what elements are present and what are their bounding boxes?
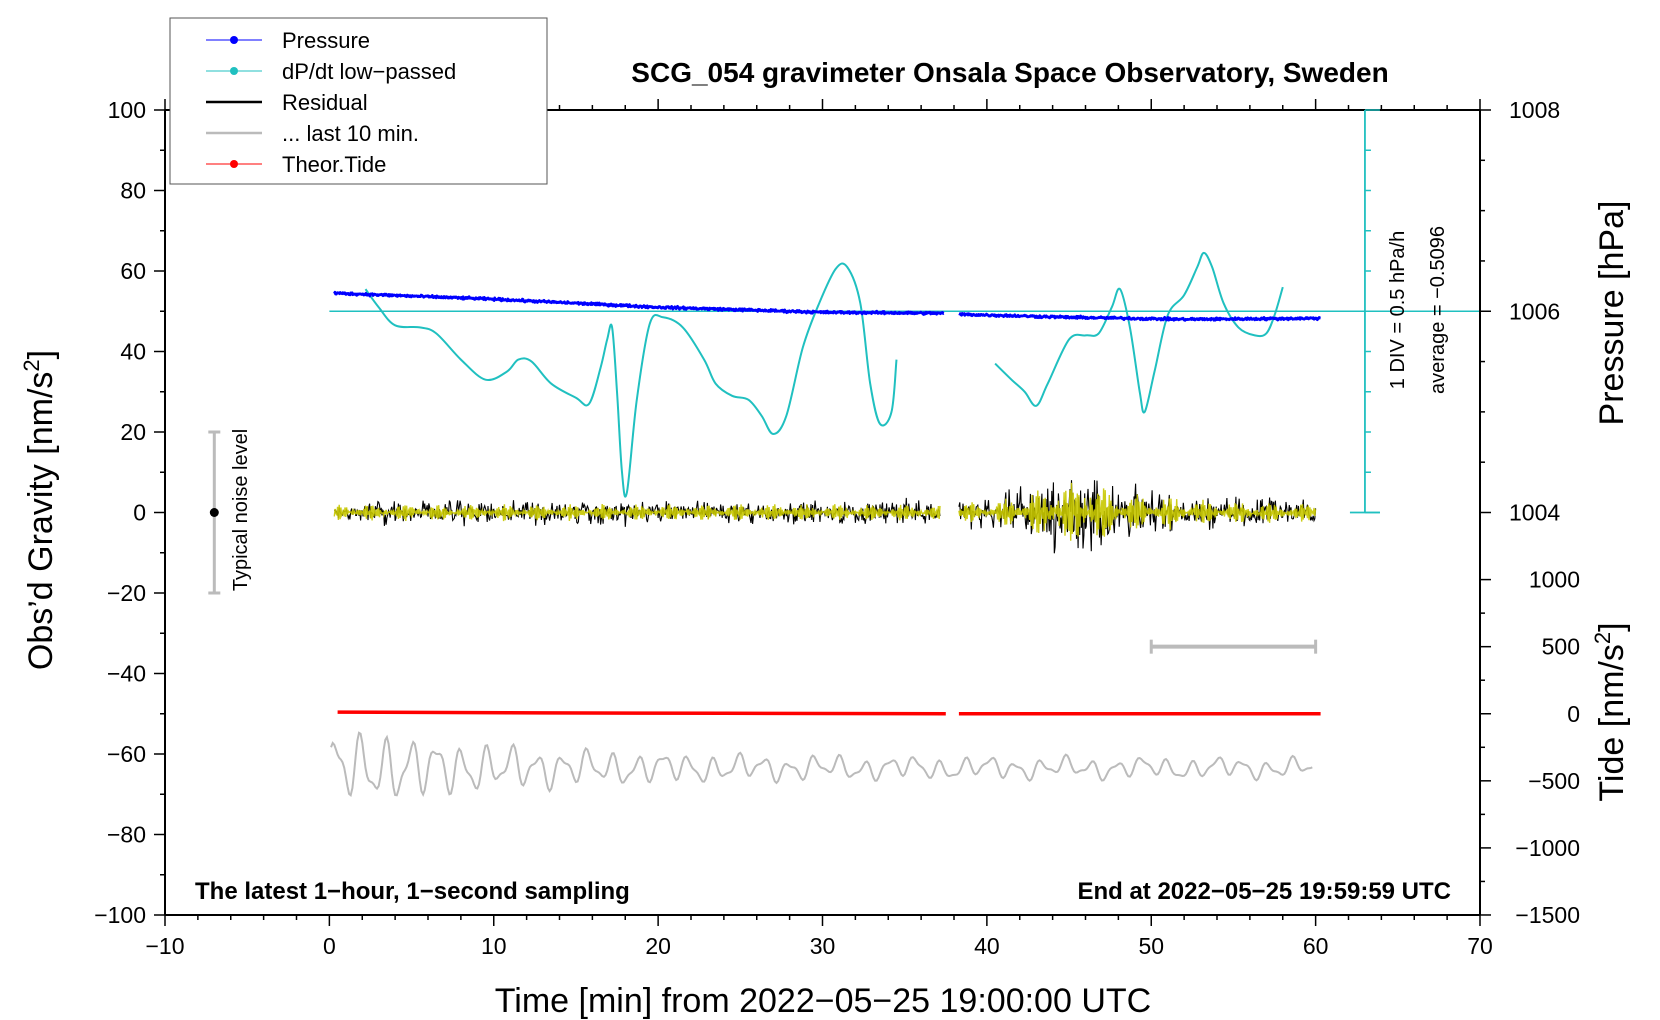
tide-tick-label: 500 bbox=[1542, 634, 1580, 660]
y-tick-label: −60 bbox=[107, 741, 146, 767]
y-tick-label: 80 bbox=[120, 178, 146, 204]
x-tick-label: 40 bbox=[974, 933, 1000, 959]
legend-item: Theor.Tide bbox=[206, 152, 386, 177]
dpdt-series-1 bbox=[364, 262, 898, 498]
x-tick-label: 70 bbox=[1467, 933, 1493, 959]
long-period-series bbox=[330, 731, 1313, 798]
legend-item: Residual bbox=[206, 90, 368, 115]
legend: Pressure dP/dt low−passed Residual ... last… bbox=[169, 17, 548, 185]
legend-label: dP/dt low−passed bbox=[282, 59, 456, 84]
noise-bar-center bbox=[209, 508, 219, 517]
data-layer bbox=[208, 251, 1480, 798]
chart-title: SCG_054 gravimeter Onsala Space Observat… bbox=[631, 57, 1388, 88]
y-axis-title-tide: Tide [nm/s2] bbox=[1590, 622, 1631, 801]
axes-layer: −10 0 10 20 30 40 50 60 70100806040200−20−40−60−… bbox=[94, 97, 1580, 959]
dpdt-average-label: average = −0.5096 bbox=[1427, 226, 1449, 394]
dpdt-scale-label: 1 DIV = 0.5 hPa/h bbox=[1387, 231, 1409, 389]
legend-label: Pressure bbox=[282, 28, 370, 53]
tide-tick-label: 1000 bbox=[1529, 567, 1580, 593]
y-tick-label: −40 bbox=[107, 661, 146, 687]
y-tick-label: 40 bbox=[120, 339, 146, 365]
legend-item: ... last 10 min. bbox=[206, 121, 419, 146]
x-tick-label: 10 bbox=[481, 933, 507, 959]
tide-tick-label: 0 bbox=[1567, 701, 1580, 727]
tide-tick-label: −1500 bbox=[1515, 902, 1580, 928]
tide-series-1 bbox=[337, 710, 946, 716]
legend-item: Pressure bbox=[206, 28, 370, 53]
y-tick-label: 60 bbox=[120, 258, 146, 284]
legend-marker bbox=[230, 67, 238, 75]
legend-item: dP/dt low−passed bbox=[206, 59, 456, 84]
footer-left: The latest 1−hour, 1−second sampling bbox=[195, 878, 630, 905]
pressure-series-2 bbox=[958, 312, 1322, 322]
x-tick-label: 30 bbox=[810, 933, 836, 959]
y-axis-title-gravity: Obs’d Gravity [nm/s2] bbox=[19, 350, 60, 670]
y-tick-label: 0 bbox=[133, 500, 146, 526]
legend-marker bbox=[230, 160, 238, 168]
tide-tick-label: −500 bbox=[1528, 768, 1580, 794]
y-tick-label: 100 bbox=[108, 97, 146, 123]
y-axis-title-pressure: Pressure [hPa] bbox=[1593, 201, 1631, 426]
residual-filtered-series-1 bbox=[333, 503, 941, 522]
noise-level-label: Typical noise level bbox=[230, 429, 252, 591]
legend-label: Residual bbox=[282, 90, 368, 115]
x-axis-title: Time [min] from 2022−05−25 19:00:00 UTC bbox=[495, 982, 1151, 1020]
footer-right: End at 2022−05−25 19:59:59 UTC bbox=[1077, 878, 1451, 905]
legend-marker bbox=[230, 36, 238, 44]
pressure-tick-label: 1004 bbox=[1509, 500, 1560, 526]
pressure-series-1 bbox=[333, 290, 945, 316]
legend-label: Theor.Tide bbox=[282, 152, 386, 177]
x-tick-label: 0 bbox=[323, 933, 336, 959]
residual-filtered-series-2 bbox=[958, 482, 1317, 541]
dpdt-series-2 bbox=[994, 251, 1284, 414]
pressure-tick-label: 1008 bbox=[1509, 97, 1560, 123]
y-tick-label: −80 bbox=[107, 822, 146, 848]
x-tick-label: 50 bbox=[1138, 933, 1164, 959]
legend-label: ... last 10 min. bbox=[282, 121, 419, 146]
y-tick-label: −100 bbox=[94, 902, 146, 928]
x-tick-label: 60 bbox=[1303, 933, 1329, 959]
y-tick-label: 20 bbox=[120, 419, 146, 445]
pressure-tick-label: 1006 bbox=[1509, 298, 1560, 324]
y-tick-label: −20 bbox=[107, 580, 146, 606]
x-tick-label: 20 bbox=[645, 933, 671, 959]
x-tick-label: −10 bbox=[145, 933, 184, 959]
tide-tick-label: −1000 bbox=[1515, 835, 1580, 861]
